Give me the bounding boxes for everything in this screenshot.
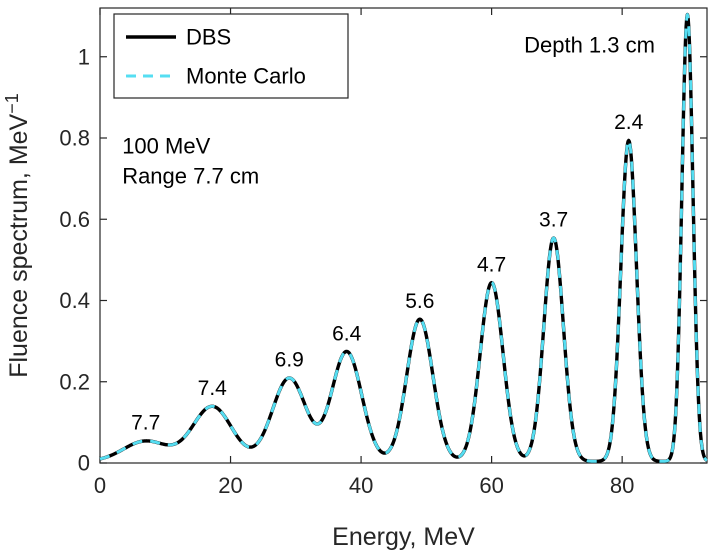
x-tick-label: 0 [94, 473, 106, 498]
x-tick-label: 20 [218, 473, 242, 498]
peak-label: 3.7 [539, 209, 568, 232]
annotation-0: Depth 1.3 cm [524, 33, 655, 58]
x-tick-label: 40 [349, 473, 373, 498]
peak-label: 6.9 [275, 349, 304, 372]
peak-label: 7.4 [198, 377, 228, 400]
y-tick-label: 0 [78, 451, 90, 476]
x-tick-label: 60 [479, 473, 503, 498]
y-axis-label: Fluence spectrum, MeV−1 [2, 93, 33, 378]
peak-label: 5.6 [405, 290, 434, 313]
y-tick-label: 0.6 [59, 207, 90, 232]
legend-label-dbs: DBS [186, 25, 231, 50]
y-tick-label: 0.4 [59, 288, 90, 313]
x-tick-label: 80 [610, 473, 634, 498]
y-tick-label: 0.2 [59, 369, 90, 394]
annotation-1: 100 MeV [122, 133, 210, 158]
monte-carlo-curve [99, 13, 708, 463]
legend-box [113, 13, 349, 99]
peak-label: 6.4 [332, 322, 362, 345]
annotation-2: Range 7.7 cm [122, 164, 259, 189]
x-axis-label: Energy, MeV [332, 523, 475, 551]
legend-label-monte-carlo: Monte Carlo [186, 64, 306, 89]
peak-label: 7.7 [131, 412, 160, 435]
peak-label: 2.4 [614, 111, 644, 134]
peak-label: 4.7 [477, 253, 506, 276]
y-tick-label: 1 [78, 44, 90, 69]
y-tick-label: 0.8 [59, 126, 90, 151]
